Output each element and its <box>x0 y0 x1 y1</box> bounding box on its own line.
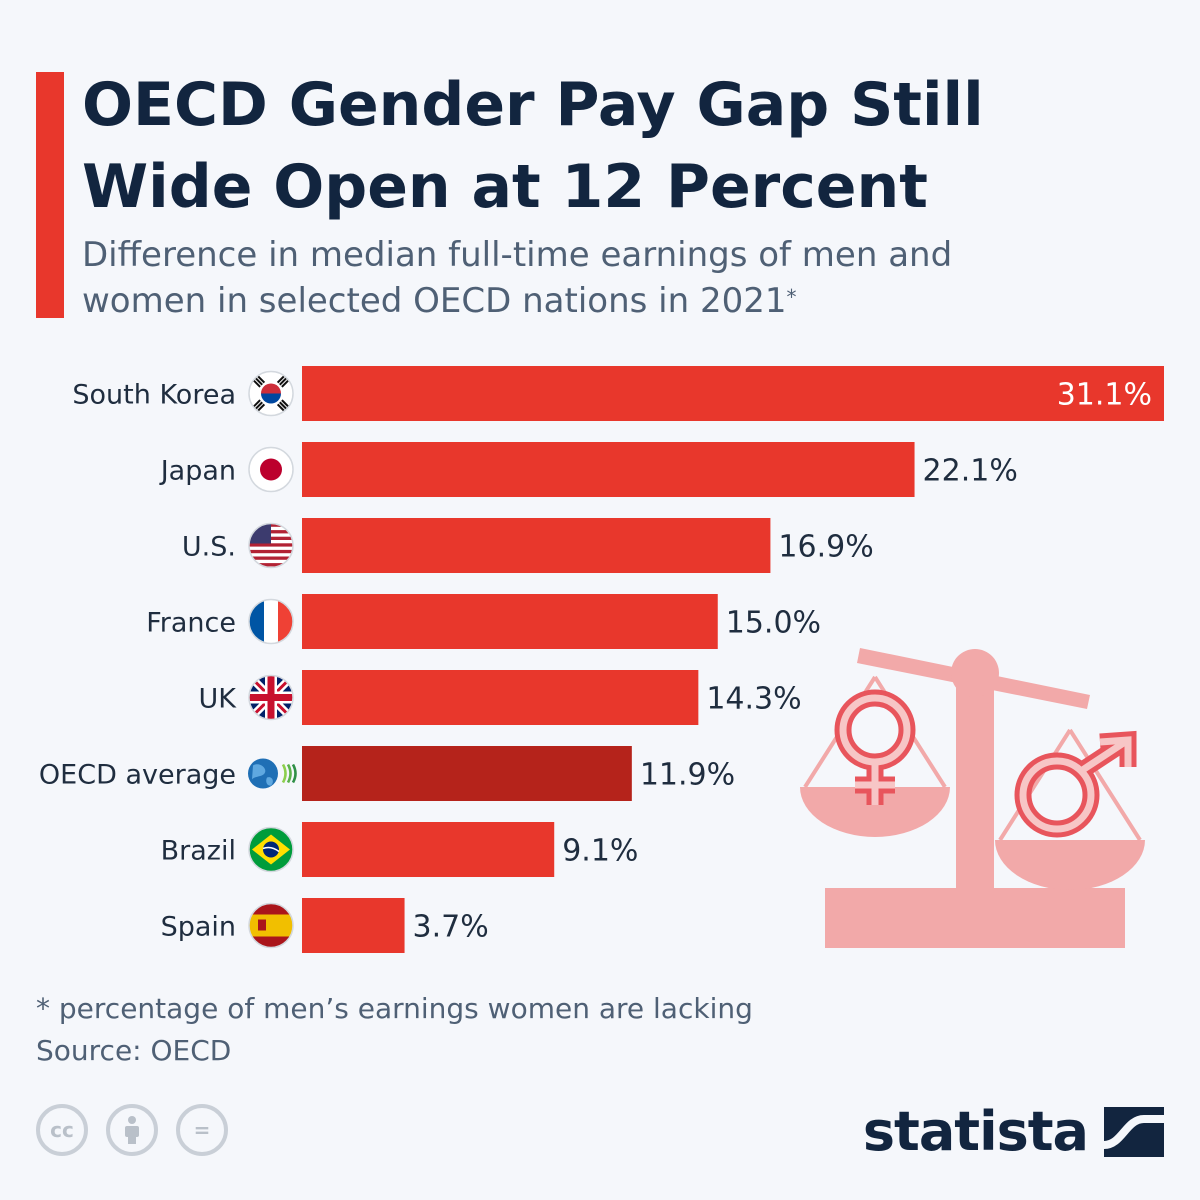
scales-illustration <box>800 648 1145 948</box>
category-label: UK <box>199 684 238 715</box>
category-label: Japan <box>159 456 236 487</box>
bar-france <box>302 594 718 649</box>
title-line-2: Wide Open at 12 Percent <box>82 152 928 222</box>
value-label: 14.3% <box>706 682 801 717</box>
value-label: 3.7% <box>413 910 489 945</box>
male-symbol-inner <box>1019 736 1132 833</box>
female-symbol-inner <box>839 694 911 805</box>
accent-bar <box>36 72 64 318</box>
scales-icon <box>800 648 1145 948</box>
attribution-icon[interactable] <box>106 1104 158 1156</box>
category-label: Spain <box>161 912 236 943</box>
person-icon <box>125 1116 139 1144</box>
japan-flag-icon <box>248 446 294 493</box>
value-label: 31.1% <box>1057 378 1152 413</box>
subtitle-line-1: Difference in median full-time earnings … <box>82 235 953 275</box>
category-label: U.S. <box>182 532 236 563</box>
value-label: 22.1% <box>923 454 1018 489</box>
value-label: 9.1% <box>562 834 638 869</box>
subtitle-line-2-text: women in selected OECD nations in 2021 <box>82 281 787 321</box>
south-korea-flag-icon <box>248 370 294 417</box>
footnote: * percentage of men’s earnings women are… <box>36 988 753 1072</box>
cc-icon[interactable]: cc <box>36 1104 88 1156</box>
cc-icon-text: cc <box>50 1118 74 1142</box>
subtitle: Difference in median full-time earnings … <box>82 232 1162 324</box>
nd-icon-text: = <box>193 1118 211 1142</box>
category-label: France <box>146 608 236 639</box>
bar-uk <box>302 670 699 725</box>
statista-logo[interactable]: statista <box>863 1100 1164 1163</box>
oecd-globe-icon <box>248 758 297 789</box>
bar-u-s- <box>302 518 771 573</box>
bar-south-korea <box>302 366 1164 421</box>
source-text: Source: OECD <box>36 1034 232 1067</box>
value-label: 11.9% <box>640 758 735 793</box>
statista-mark-icon <box>1104 1106 1164 1157</box>
value-label: 16.9% <box>778 530 873 565</box>
subtitle-asterisk: * <box>786 285 797 309</box>
footnote-text: * percentage of men’s earnings women are… <box>36 992 753 1025</box>
category-label: South Korea <box>72 380 236 411</box>
subtitle-line-2: women in selected OECD nations in 2021* <box>82 278 1162 324</box>
value-label: 15.0% <box>726 606 821 641</box>
category-label: OECD average <box>39 760 236 791</box>
uk-flag-icon <box>248 674 294 721</box>
bar-oecd-average <box>302 746 632 801</box>
no-derivatives-icon[interactable]: = <box>176 1104 228 1156</box>
category-label: Brazil <box>161 836 236 867</box>
bar-chart: South Korea 31.1% Japan 22.1% U.S. 16.9% Franc… <box>39 366 1164 953</box>
brazil-flag-icon <box>248 826 294 873</box>
us-flag-icon <box>248 522 294 569</box>
bar-japan <box>302 442 915 497</box>
spain-flag-icon <box>248 902 294 949</box>
bar-spain <box>302 898 405 953</box>
france-flag-icon <box>248 598 294 645</box>
page-title: OECD Gender Pay Gap Still Wide Open at 1… <box>82 64 1162 228</box>
bar-brazil <box>302 822 555 877</box>
license-icons: cc = <box>36 1104 228 1156</box>
brand-name: statista <box>862 1100 1089 1163</box>
title-line-1: OECD Gender Pay Gap Still <box>82 70 984 140</box>
